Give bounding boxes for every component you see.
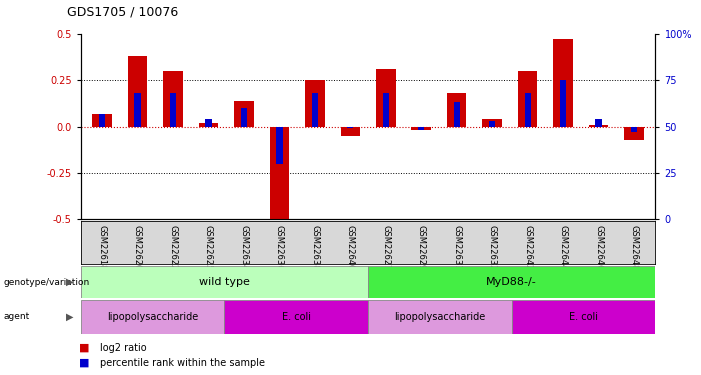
Bar: [560, 80, 566, 127]
Bar: [198, 123, 218, 127]
Bar: [276, 127, 283, 164]
Bar: [347, 127, 353, 128]
Bar: [368, 300, 512, 334]
Bar: [518, 71, 538, 127]
Text: ▶: ▶: [66, 277, 74, 287]
Bar: [92, 114, 111, 127]
Bar: [418, 127, 424, 130]
Text: GDS1705 / 10076: GDS1705 / 10076: [67, 6, 178, 19]
Bar: [270, 127, 289, 219]
Bar: [524, 93, 531, 127]
Bar: [625, 127, 644, 140]
Bar: [595, 119, 602, 127]
Bar: [376, 69, 395, 127]
Bar: [482, 119, 502, 127]
Text: ■: ■: [79, 343, 89, 353]
Bar: [134, 93, 141, 127]
Bar: [447, 93, 466, 127]
Bar: [512, 300, 655, 334]
Bar: [489, 121, 496, 127]
Text: GSM22648: GSM22648: [629, 225, 639, 270]
Bar: [631, 127, 637, 132]
Text: E. coli: E. coli: [282, 312, 311, 322]
Text: GSM22638: GSM22638: [311, 225, 319, 270]
Bar: [163, 71, 183, 127]
Bar: [305, 80, 325, 127]
Bar: [205, 119, 212, 127]
Bar: [99, 114, 105, 127]
Text: GSM22640: GSM22640: [346, 225, 355, 270]
Text: GSM22646: GSM22646: [594, 225, 603, 270]
Text: GSM22629: GSM22629: [417, 225, 426, 270]
Bar: [128, 56, 147, 127]
Bar: [341, 127, 360, 136]
Text: GSM22644: GSM22644: [559, 225, 568, 270]
Text: GSM22620: GSM22620: [133, 225, 142, 270]
Text: GSM22622: GSM22622: [168, 225, 177, 270]
Bar: [224, 300, 368, 334]
Bar: [170, 93, 176, 127]
Bar: [368, 266, 655, 298]
Bar: [234, 100, 254, 127]
Bar: [383, 93, 389, 127]
Text: agent: agent: [4, 312, 29, 321]
Text: ■: ■: [79, 358, 89, 368]
Text: GSM22634: GSM22634: [239, 225, 248, 270]
Text: percentile rank within the sample: percentile rank within the sample: [100, 358, 264, 368]
Text: wild type: wild type: [199, 277, 250, 287]
Text: lipopolysaccharide: lipopolysaccharide: [394, 312, 486, 322]
Text: GSM22632: GSM22632: [488, 225, 497, 270]
Bar: [81, 300, 224, 334]
Bar: [81, 266, 368, 298]
Text: GSM22636: GSM22636: [275, 225, 284, 270]
Text: GSM22631: GSM22631: [452, 225, 461, 270]
Text: GSM22625: GSM22625: [204, 225, 213, 270]
Text: GSM22618: GSM22618: [97, 225, 107, 270]
Text: log2 ratio: log2 ratio: [100, 343, 147, 353]
Text: genotype/variation: genotype/variation: [4, 278, 90, 286]
Text: GSM22642: GSM22642: [523, 225, 532, 270]
Bar: [553, 39, 573, 127]
Bar: [454, 102, 460, 127]
Bar: [411, 127, 431, 130]
Bar: [240, 108, 247, 127]
Text: MyD88-/-: MyD88-/-: [486, 277, 537, 287]
Text: lipopolysaccharide: lipopolysaccharide: [107, 312, 198, 322]
Bar: [589, 125, 608, 127]
Text: E. coli: E. coli: [569, 312, 598, 322]
Text: GSM22627: GSM22627: [381, 225, 390, 270]
Text: ▶: ▶: [66, 312, 74, 322]
Bar: [312, 93, 318, 127]
